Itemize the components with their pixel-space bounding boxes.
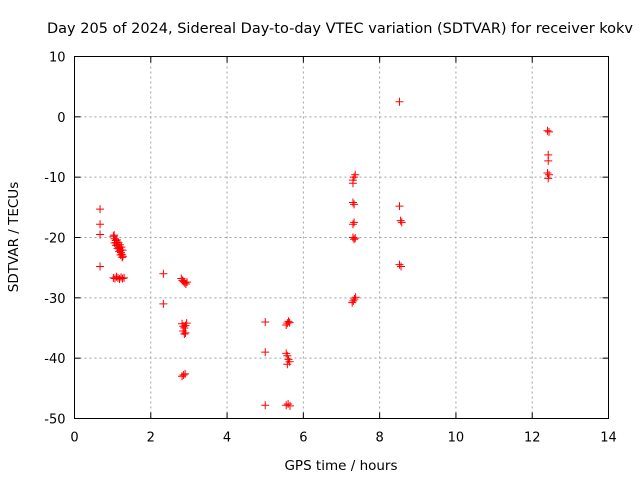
data-point xyxy=(261,317,270,326)
data-points xyxy=(96,97,553,410)
data-point xyxy=(110,231,119,240)
data-point xyxy=(284,317,293,326)
x-tick-label: 2 xyxy=(147,431,155,446)
y-tick-label: -40 xyxy=(44,352,65,367)
y-tick-label: 10 xyxy=(49,51,66,66)
data-point xyxy=(182,319,191,328)
data-point xyxy=(96,205,105,214)
chart-title: Day 205 of 2024, Sidereal Day-to-day VTE… xyxy=(47,21,633,37)
y-tick-label: -50 xyxy=(44,413,65,428)
data-point xyxy=(159,299,168,308)
grid xyxy=(74,56,609,419)
data-point xyxy=(181,328,190,337)
data-point xyxy=(544,170,553,179)
data-point xyxy=(348,198,357,207)
data-point xyxy=(351,234,360,243)
data-point xyxy=(350,218,359,227)
data-point xyxy=(397,218,406,227)
data-point xyxy=(283,319,292,328)
data-point xyxy=(96,230,105,239)
data-point xyxy=(159,269,168,278)
y-tick-label: -30 xyxy=(44,292,65,307)
data-point xyxy=(351,170,360,179)
data-point xyxy=(118,246,127,255)
data-point xyxy=(261,348,270,357)
data-point xyxy=(179,371,188,380)
data-point xyxy=(96,220,105,229)
data-point xyxy=(544,127,553,136)
x-tick-label: 14 xyxy=(600,431,617,446)
data-point xyxy=(115,247,124,256)
data-point xyxy=(395,260,404,269)
x-tick-label: 12 xyxy=(524,431,541,446)
data-point xyxy=(96,262,105,271)
data-point xyxy=(283,360,292,369)
data-point xyxy=(544,156,553,165)
data-point xyxy=(181,279,190,288)
data-point xyxy=(351,293,360,302)
data-point xyxy=(350,235,359,244)
x-tick-label: 8 xyxy=(376,431,384,446)
data-point xyxy=(183,278,192,287)
data-point xyxy=(350,295,359,304)
x-tick-label: 0 xyxy=(70,431,78,446)
y-tick-label: 0 xyxy=(57,111,65,126)
data-point xyxy=(180,330,189,339)
data-point xyxy=(396,216,405,225)
data-point xyxy=(348,233,357,242)
data-point xyxy=(350,200,359,209)
x-axis-label: GPS time / hours xyxy=(284,458,397,474)
data-point xyxy=(543,126,552,135)
data-point xyxy=(395,202,404,211)
data-point xyxy=(261,401,270,410)
data-point xyxy=(544,174,553,183)
data-point xyxy=(348,220,357,229)
data-point xyxy=(181,369,190,378)
data-point xyxy=(543,168,552,177)
data-point xyxy=(118,274,127,283)
data-point xyxy=(284,400,293,409)
data-point xyxy=(348,179,357,188)
x-tick-label: 6 xyxy=(299,431,307,446)
axis-ticks: 0 2 4 6 8 10 12 14 -50 -40 -30 -20 -10 0 10 xyxy=(44,51,617,446)
plot-frame xyxy=(74,56,609,419)
data-point xyxy=(286,401,295,410)
x-tick-label: 10 xyxy=(448,431,465,446)
y-tick-label: -10 xyxy=(44,171,65,186)
data-point xyxy=(397,262,406,271)
y-tick-label: -20 xyxy=(44,232,65,247)
data-point xyxy=(395,97,404,106)
data-point xyxy=(285,318,294,327)
y-axis-label: SDTVAR / TECUs xyxy=(6,182,22,292)
data-point xyxy=(282,401,291,410)
data-point xyxy=(120,273,129,282)
data-point xyxy=(283,351,292,360)
x-tick-label: 4 xyxy=(223,431,231,446)
data-point xyxy=(348,298,357,307)
data-point xyxy=(118,253,127,262)
